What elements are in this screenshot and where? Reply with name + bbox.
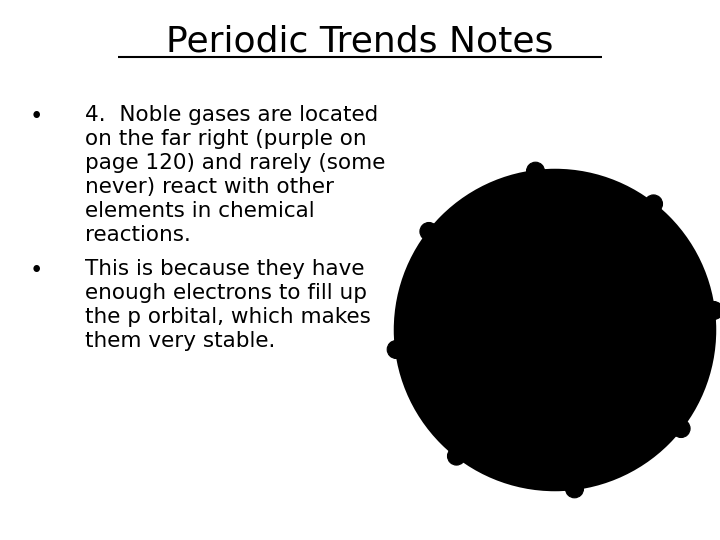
Text: 18 Protons: 18 Protons bbox=[525, 299, 581, 337]
Text: e: e bbox=[652, 201, 656, 207]
Text: e: e bbox=[583, 441, 588, 447]
Text: e: e bbox=[451, 268, 455, 274]
Circle shape bbox=[644, 195, 662, 213]
Circle shape bbox=[705, 301, 720, 320]
Circle shape bbox=[420, 222, 438, 240]
Text: •: • bbox=[30, 259, 43, 282]
Text: e: e bbox=[553, 245, 557, 251]
Text: 2: 2 bbox=[552, 215, 558, 225]
Text: elements in chemical: elements in chemical bbox=[85, 201, 315, 221]
Circle shape bbox=[432, 352, 450, 369]
Text: enough electrons to fill up: enough electrons to fill up bbox=[85, 283, 367, 303]
Text: reactions.: reactions. bbox=[85, 225, 191, 245]
Circle shape bbox=[500, 275, 610, 385]
Text: •: • bbox=[30, 105, 43, 128]
Text: e: e bbox=[522, 213, 526, 219]
Circle shape bbox=[526, 162, 544, 180]
Circle shape bbox=[648, 380, 666, 398]
Circle shape bbox=[605, 219, 623, 237]
Circle shape bbox=[577, 435, 595, 453]
Circle shape bbox=[516, 207, 534, 225]
Text: e: e bbox=[394, 347, 398, 353]
Text: e: e bbox=[711, 307, 716, 314]
Text: e: e bbox=[534, 168, 538, 174]
Text: e: e bbox=[655, 386, 660, 392]
Text: on the far right (purple on: on the far right (purple on bbox=[85, 129, 366, 149]
Circle shape bbox=[437, 212, 673, 448]
Text: e: e bbox=[427, 228, 431, 234]
Text: page 120) and rarely (some: page 120) and rarely (some bbox=[85, 153, 385, 173]
Text: them very stable.: them very stable. bbox=[85, 331, 275, 351]
Circle shape bbox=[672, 420, 690, 437]
Text: e: e bbox=[454, 453, 459, 459]
Text: This is because they have: This is because they have bbox=[85, 259, 364, 279]
Text: the p orbital, which makes: the p orbital, which makes bbox=[85, 307, 371, 327]
Circle shape bbox=[546, 239, 564, 257]
Text: 22 Neutrons: 22 Neutrons bbox=[526, 329, 590, 371]
Text: NUCLEUS: NUCLEUS bbox=[528, 329, 582, 339]
Circle shape bbox=[395, 170, 715, 490]
Circle shape bbox=[546, 403, 564, 421]
Text: 3: 3 bbox=[552, 175, 558, 185]
Text: e: e bbox=[572, 486, 577, 492]
Text: e: e bbox=[553, 409, 557, 415]
Text: 4.  Noble gases are located: 4. Noble gases are located bbox=[85, 105, 378, 125]
Text: e: e bbox=[667, 296, 671, 302]
Text: e: e bbox=[612, 225, 616, 231]
Circle shape bbox=[473, 248, 637, 412]
Circle shape bbox=[448, 447, 466, 465]
Circle shape bbox=[444, 262, 462, 280]
Text: never) react with other: never) react with other bbox=[85, 177, 334, 197]
Text: 1: 1 bbox=[552, 251, 558, 261]
Circle shape bbox=[387, 341, 405, 359]
Text: e: e bbox=[439, 357, 443, 363]
Text: e: e bbox=[494, 429, 498, 435]
Circle shape bbox=[487, 423, 505, 441]
Circle shape bbox=[565, 480, 583, 498]
Circle shape bbox=[660, 291, 678, 308]
Text: Periodic Trends Notes: Periodic Trends Notes bbox=[166, 25, 554, 59]
Text: e: e bbox=[679, 426, 683, 431]
